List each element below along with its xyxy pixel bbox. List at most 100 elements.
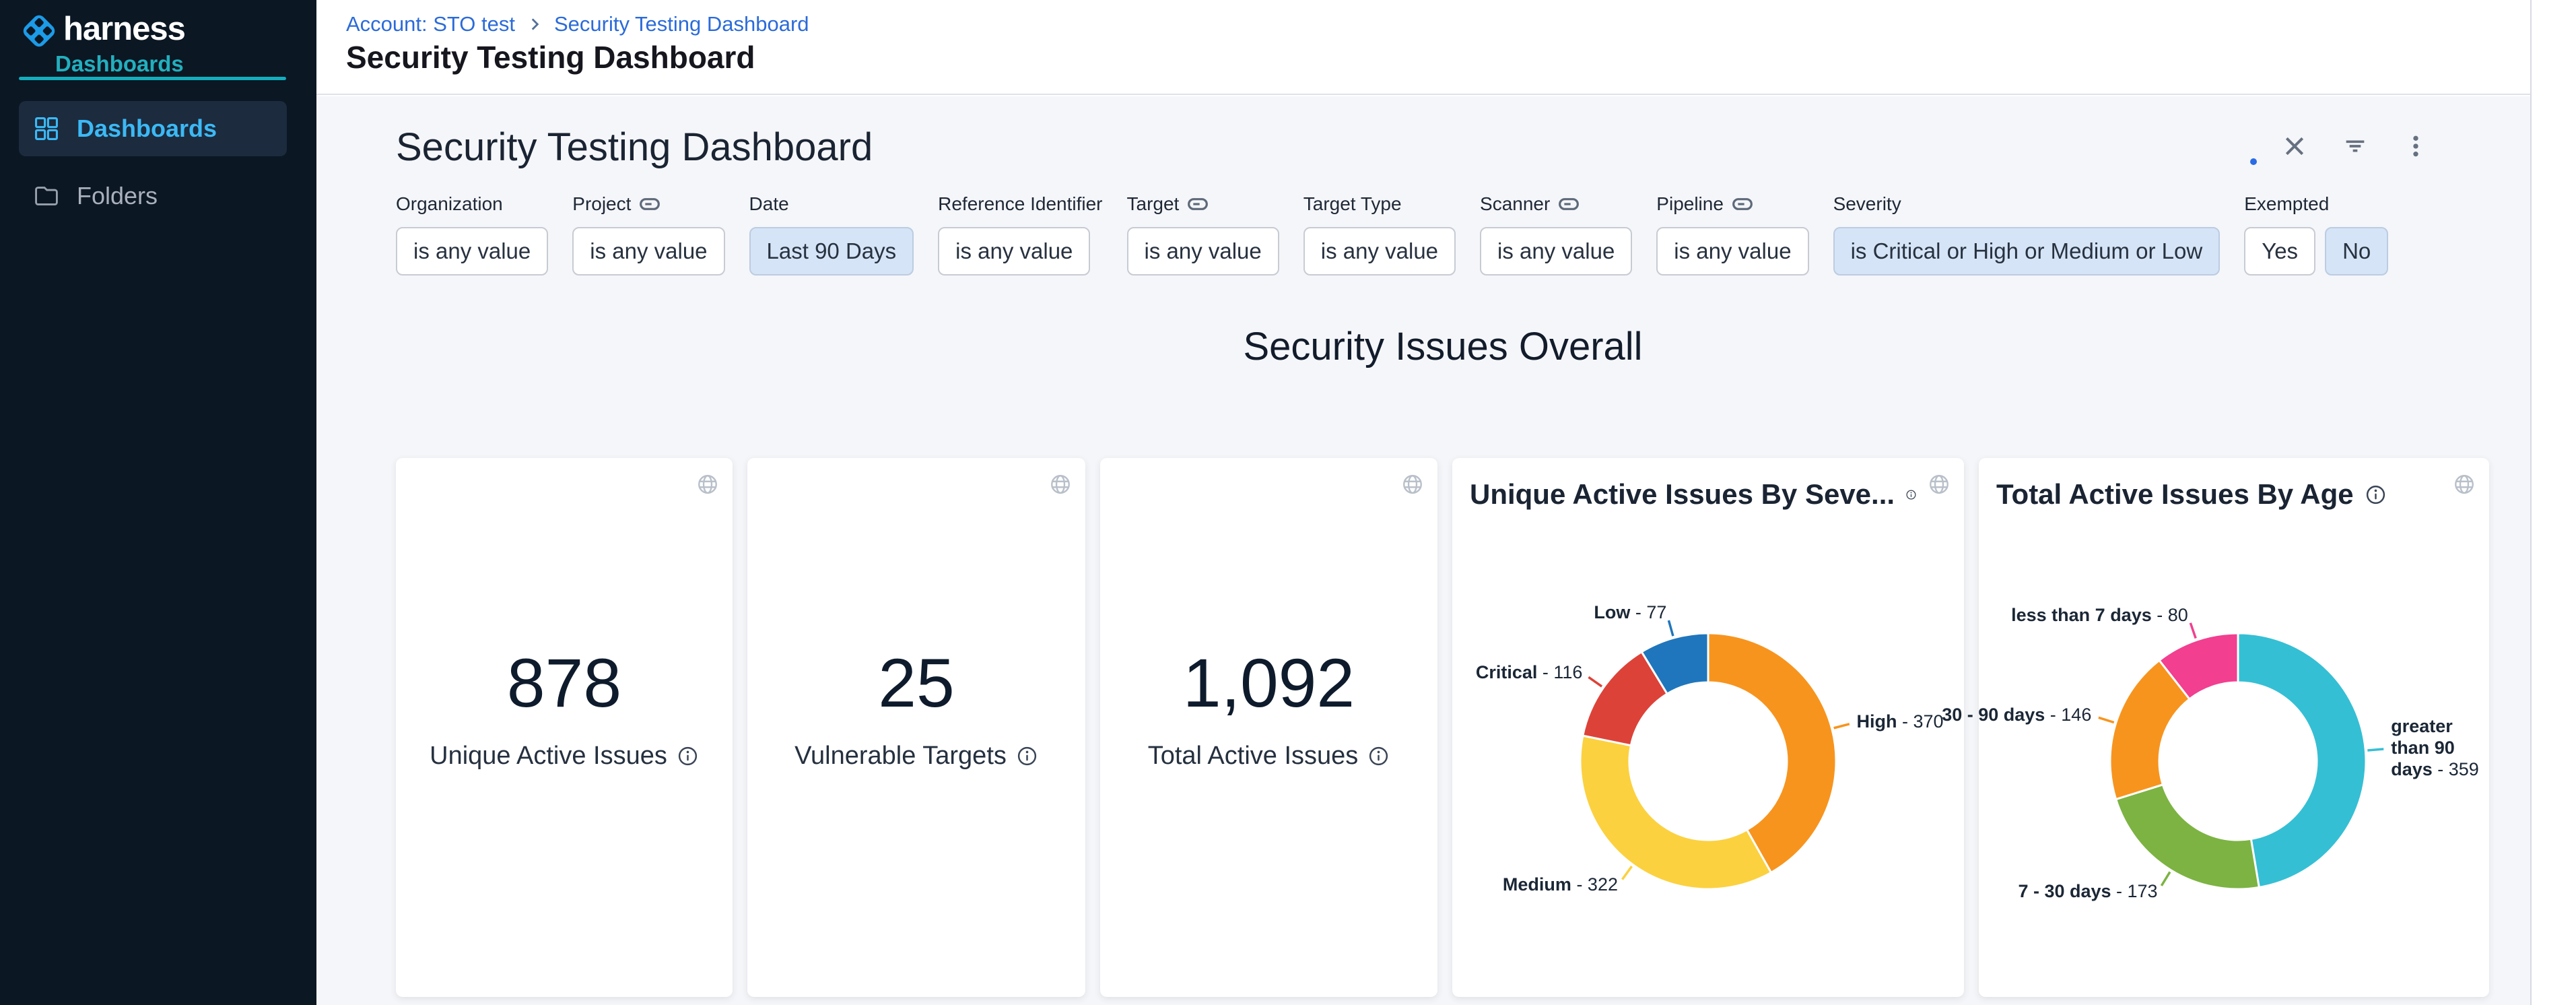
module-divider <box>19 77 286 80</box>
filter-date: Date Last 90 Days <box>749 192 914 275</box>
sidebar-nav: Dashboards Folders <box>19 101 287 236</box>
close-button[interactable] <box>2280 131 2309 161</box>
donut-leader-line <box>2161 872 2170 885</box>
info-icon[interactable] <box>677 745 699 767</box>
brand-name: harness <box>63 12 185 46</box>
page-header: Account: STO test Security Testing Dashb… <box>316 0 2530 95</box>
blue-dot <box>2250 158 2257 165</box>
donut-slice[interactable] <box>2116 785 2260 889</box>
tile-unique-issues-by-severity: Unique Active Issues By Seve... High - 3… <box>1452 458 1964 997</box>
filter-label: Exempted <box>2244 193 2329 215</box>
donut-slice-label: High - 370 <box>1856 711 1943 733</box>
donut-slice-label: 30 - 90 days - 146 <box>1942 705 2091 726</box>
sidebar-item-label: Folders <box>77 182 158 210</box>
info-icon[interactable] <box>2365 484 2387 506</box>
link-icon <box>1187 197 1209 212</box>
link-icon <box>1558 197 1580 212</box>
chart-title: Unique Active Issues By Seve... <box>1470 478 1895 511</box>
donut-slice-label: Medium - 322 <box>1503 875 1618 897</box>
filter-bar: Organization is any value Project is any… <box>396 192 2388 275</box>
globe-icon[interactable] <box>1928 473 1951 496</box>
tile-unique-active-issues: 878 Unique Active Issues <box>396 458 733 997</box>
section-title: Security Issues Overall <box>396 324 2490 369</box>
page-title: Security Testing Dashboard <box>346 39 755 75</box>
donut-leader-line <box>2190 623 2196 639</box>
donut-slice-label: less than 7 days - 80 <box>2011 605 2188 626</box>
globe-icon[interactable] <box>1401 473 1424 496</box>
filter-target-type: Target Type is any value <box>1303 192 1456 275</box>
filter-label: Reference Identifier <box>938 193 1102 215</box>
donut-slice-label: 7 - 30 days - 173 <box>2018 881 2157 903</box>
filter-organization: Organization is any value <box>396 192 548 275</box>
donut-slice-label: Low - 77 <box>1594 603 1666 624</box>
exempted-yes-button[interactable]: Yes <box>2244 227 2315 275</box>
donut-chart-age: greater than 90 days - 359 7 - 30 days - … <box>1979 523 2489 997</box>
filter-value-button[interactable]: is any value <box>396 227 548 275</box>
filter-value-button[interactable]: is any value <box>1127 227 1279 275</box>
filter-value-button[interactable]: is any value <box>1480 227 1632 275</box>
sidebar: harness Dashboards Dashboards Folders <box>0 0 316 1005</box>
filter-value-button[interactable]: Last 90 Days <box>749 227 914 275</box>
info-icon[interactable] <box>1905 484 1917 506</box>
filter-scanner: Scanner is any value <box>1480 192 1632 275</box>
link-icon <box>1732 197 1753 212</box>
info-icon[interactable] <box>1367 745 1390 767</box>
globe-icon[interactable] <box>1049 473 1072 496</box>
filter-label: Target Type <box>1303 193 1402 215</box>
donut-leader-line <box>2099 717 2114 722</box>
filter-label: Target <box>1127 193 1180 215</box>
donut-chart-severity: High - 370Medium - 322Critical - 116Low … <box>1452 523 1964 997</box>
filter-value-button[interactable]: is any value <box>572 227 724 275</box>
stat-label: Total Active Issues <box>1148 742 1359 771</box>
dashboard-panel-title: Security Testing Dashboard <box>396 125 873 170</box>
brand[interactable]: harness <box>20 12 185 50</box>
filter-label: Organization <box>396 193 503 215</box>
tile-total-issues-by-age: Total Active Issues By Age greater than … <box>1979 458 2489 997</box>
info-icon[interactable] <box>1016 745 1038 767</box>
more-options-button[interactable] <box>2401 131 2431 161</box>
filter-label: Date <box>749 193 789 215</box>
filter-pipeline: Pipeline is any value <box>1656 192 1808 275</box>
donut-leader-line <box>1834 724 1850 728</box>
breadcrumb-account-link[interactable]: Account: STO test <box>346 12 515 36</box>
filter-reference-identifier: Reference Identifier is any value <box>938 192 1102 275</box>
cards-row: 878 Unique Active Issues 25 Vulnerable T… <box>396 458 2489 997</box>
donut-slice-label: greater than 90 days - 359 <box>2391 716 2481 781</box>
globe-icon[interactable] <box>2453 473 2476 496</box>
folder-icon <box>34 183 59 209</box>
dashboard-toolbar <box>2280 131 2431 161</box>
filter-label: Severity <box>1833 193 1901 215</box>
donut-slice[interactable] <box>1580 736 1771 889</box>
sidebar-item-dashboards[interactable]: Dashboards <box>19 101 287 156</box>
breadcrumb: Account: STO test Security Testing Dashb… <box>346 12 809 36</box>
scrollbar-track[interactable] <box>2530 0 2576 1005</box>
sidebar-item-label: Dashboards <box>77 115 217 143</box>
filter-label: Scanner <box>1480 193 1550 215</box>
stat-label: Unique Active Issues <box>430 742 667 771</box>
filter-toggle-button[interactable] <box>2340 131 2370 161</box>
breadcrumb-current-link[interactable]: Security Testing Dashboard <box>554 12 809 36</box>
filter-exempted: Exempted Yes No <box>2244 192 2388 275</box>
filter-value-button[interactable]: is any value <box>1303 227 1456 275</box>
link-icon <box>639 197 660 212</box>
donut-slice[interactable] <box>2238 633 2366 887</box>
tile-total-active-issues: 1,092 Total Active Issues <box>1100 458 1437 997</box>
filter-project: Project is any value <box>572 192 724 275</box>
filter-value-button[interactable]: is Critical or High or Medium or Low <box>1833 227 2221 275</box>
stat-value: 878 <box>507 644 621 723</box>
filter-target: Target is any value <box>1127 192 1279 275</box>
filter-icon <box>2342 133 2369 160</box>
donut-leader-line <box>1588 677 1602 686</box>
globe-icon[interactable] <box>696 473 719 496</box>
close-icon <box>2281 133 2308 160</box>
chevron-right-icon <box>526 15 543 33</box>
donut-leader-line <box>1668 620 1672 636</box>
dashboard-content: Security Testing Dashboard Organization … <box>316 96 2530 1005</box>
stat-label: Vulnerable Targets <box>794 742 1007 771</box>
filter-severity: Severity is Critical or High or Medium o… <box>1833 192 2221 275</box>
sidebar-item-folders[interactable]: Folders <box>19 168 287 224</box>
filter-value-button[interactable]: is any value <box>938 227 1090 275</box>
exempted-no-button[interactable]: No <box>2325 227 2388 275</box>
harness-logo-icon <box>20 12 58 50</box>
filter-value-button[interactable]: is any value <box>1656 227 1808 275</box>
